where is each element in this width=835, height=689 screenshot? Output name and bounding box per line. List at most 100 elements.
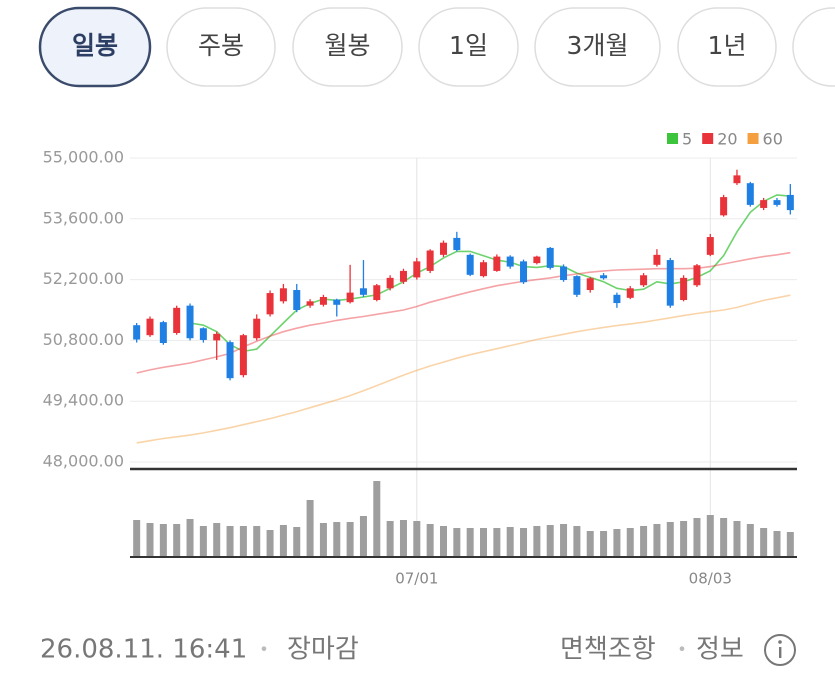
tab[interactable]: 1년 xyxy=(677,7,777,87)
tab[interactable]: 3 xyxy=(792,7,835,87)
volume-bar xyxy=(586,531,594,556)
volume-bar xyxy=(746,524,754,556)
candle-body xyxy=(146,318,154,336)
candle-body xyxy=(613,294,621,304)
volume-bar xyxy=(213,523,221,556)
volume-bar xyxy=(133,520,141,556)
legend-swatch xyxy=(667,133,678,144)
candle-body xyxy=(133,325,141,340)
candle-body xyxy=(733,175,741,184)
candle-body xyxy=(333,299,341,305)
volume-bar xyxy=(653,524,661,556)
tab-pill xyxy=(166,7,276,87)
volume-bar xyxy=(453,528,461,556)
volume-bar xyxy=(359,516,367,556)
volume-bar xyxy=(146,523,154,556)
info-link[interactable]: 정보 xyxy=(696,635,744,665)
separator: • xyxy=(259,640,268,659)
legend-swatch xyxy=(702,133,714,144)
tab-pill xyxy=(677,7,777,87)
candle-body xyxy=(159,322,167,344)
volume-bar xyxy=(546,525,554,556)
volume-bar xyxy=(520,528,528,556)
candle-body xyxy=(506,256,514,267)
tab[interactable]: 일봉 xyxy=(38,6,152,88)
candle-body xyxy=(399,270,407,282)
candle-body xyxy=(600,275,608,279)
y-tick-label: 52,200.00 xyxy=(43,269,124,288)
candle-body xyxy=(359,288,367,295)
timestamp: 26.08.11. 16:41 xyxy=(40,635,247,665)
candle-body xyxy=(546,247,554,268)
tab-label: 월봉 xyxy=(324,31,370,60)
candle-body xyxy=(720,197,728,216)
candle-body xyxy=(319,296,327,305)
volume-bar xyxy=(199,526,207,556)
info-icon-bar xyxy=(779,647,782,658)
candle-body xyxy=(680,277,688,301)
tab-label: 주봉 xyxy=(198,31,244,60)
candle-body xyxy=(226,342,234,379)
y-tick-label: 48,000.00 xyxy=(43,452,124,471)
volume-bar xyxy=(346,522,354,556)
candle-body xyxy=(653,254,661,265)
tab-label: 1년 xyxy=(708,31,747,60)
candle-body xyxy=(373,285,381,301)
disclaimer-link[interactable]: 면책조항 xyxy=(560,635,656,665)
volume-bar xyxy=(560,524,568,556)
candle-body xyxy=(493,256,501,271)
tab[interactable]: 1일 xyxy=(418,7,519,87)
candle-body xyxy=(426,250,434,271)
candle-body xyxy=(560,266,568,281)
volume-bar xyxy=(239,526,247,556)
candle-body xyxy=(520,261,528,283)
y-tick-label: 53,600.00 xyxy=(43,208,124,227)
candle-body xyxy=(386,277,394,289)
x-tick-label: 07/01 xyxy=(395,570,438,588)
volume-bar xyxy=(680,521,688,556)
volume-bar xyxy=(760,528,768,556)
volume-bar xyxy=(266,530,274,556)
volume-bar xyxy=(386,521,394,556)
candle-body xyxy=(773,200,781,205)
candle-body xyxy=(573,276,581,295)
candle-body xyxy=(586,278,594,291)
info-icon[interactable] xyxy=(764,634,796,666)
candle-body xyxy=(533,256,541,264)
candle-body xyxy=(239,335,247,376)
candle-body xyxy=(413,261,421,278)
tab[interactable]: 주봉 xyxy=(166,7,276,87)
tab[interactable]: 월봉 xyxy=(292,7,403,87)
tab[interactable]: 3개월 xyxy=(534,7,661,87)
moving-average-line xyxy=(189,194,791,353)
candle-body xyxy=(693,265,701,286)
volume-bar xyxy=(573,526,581,556)
volume-bar xyxy=(786,532,794,556)
candle-body xyxy=(439,242,447,255)
info-icon-ring xyxy=(764,634,796,666)
volume-bar xyxy=(373,481,381,556)
volume-bar xyxy=(319,523,327,556)
y-tick-label: 49,400.00 xyxy=(43,391,124,410)
volume-bar xyxy=(693,518,701,556)
candle-body xyxy=(466,254,474,275)
legend-label: 5 xyxy=(682,130,692,149)
candle-body xyxy=(346,292,354,303)
y-tick-label: 55,000.00 xyxy=(43,148,124,167)
candle-body xyxy=(186,305,194,339)
candle-body xyxy=(640,275,648,286)
tab-label: 1일 xyxy=(449,31,488,60)
moving-average-line xyxy=(136,251,791,374)
volume-bar xyxy=(613,529,621,556)
candle-body xyxy=(453,237,461,251)
candle-body xyxy=(199,328,207,340)
volume-bar xyxy=(720,518,728,556)
legend-label: 20 xyxy=(717,130,737,149)
volume-bar xyxy=(666,522,674,556)
volume-bar xyxy=(493,528,501,556)
y-tick-label: 50,800.00 xyxy=(43,330,124,349)
volume-bar xyxy=(626,528,634,556)
tab-label: 3개월 xyxy=(567,31,629,60)
separator: • xyxy=(677,640,686,659)
candle-body xyxy=(306,301,314,306)
